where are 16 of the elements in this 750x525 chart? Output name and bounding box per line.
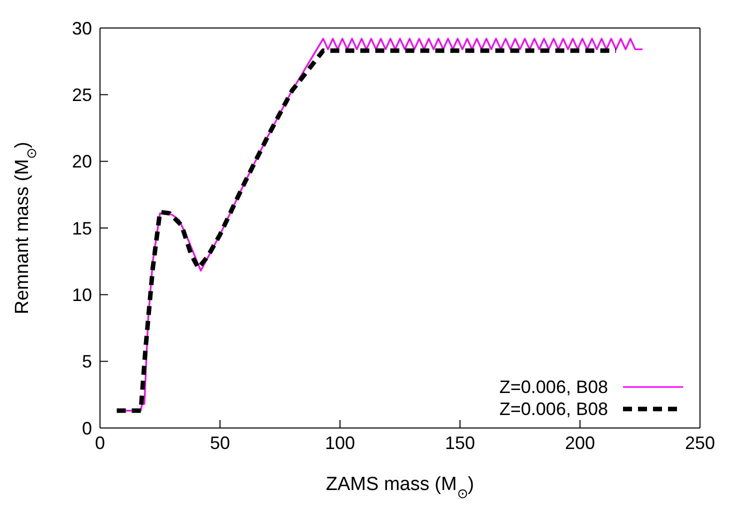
y-tick-label: 25 [72, 85, 92, 106]
x-tick-label: 200 [564, 432, 596, 453]
x-tick-label: 50 [210, 432, 230, 453]
y-tick-label: 30 [72, 18, 92, 38]
y-tick-label: 15 [72, 218, 92, 238]
legend-label: Z=0.006, B08 [499, 398, 608, 420]
y-tick-label: 20 [72, 152, 92, 172]
y-tick-label: 10 [72, 285, 92, 306]
x-tick-label: 150 [444, 432, 476, 453]
x-axis-title: ZAMS mass (M$_{⊙}$) [326, 474, 474, 500]
x-tick-label: 250 [684, 432, 716, 453]
y-tick-label: 5 [82, 352, 92, 372]
legend-label: Z=0.006, B08 [499, 376, 608, 398]
y-tick-label: 0 [82, 418, 92, 438]
x-tick-label: 100 [324, 432, 356, 453]
x-tick-label: 0 [94, 432, 106, 453]
